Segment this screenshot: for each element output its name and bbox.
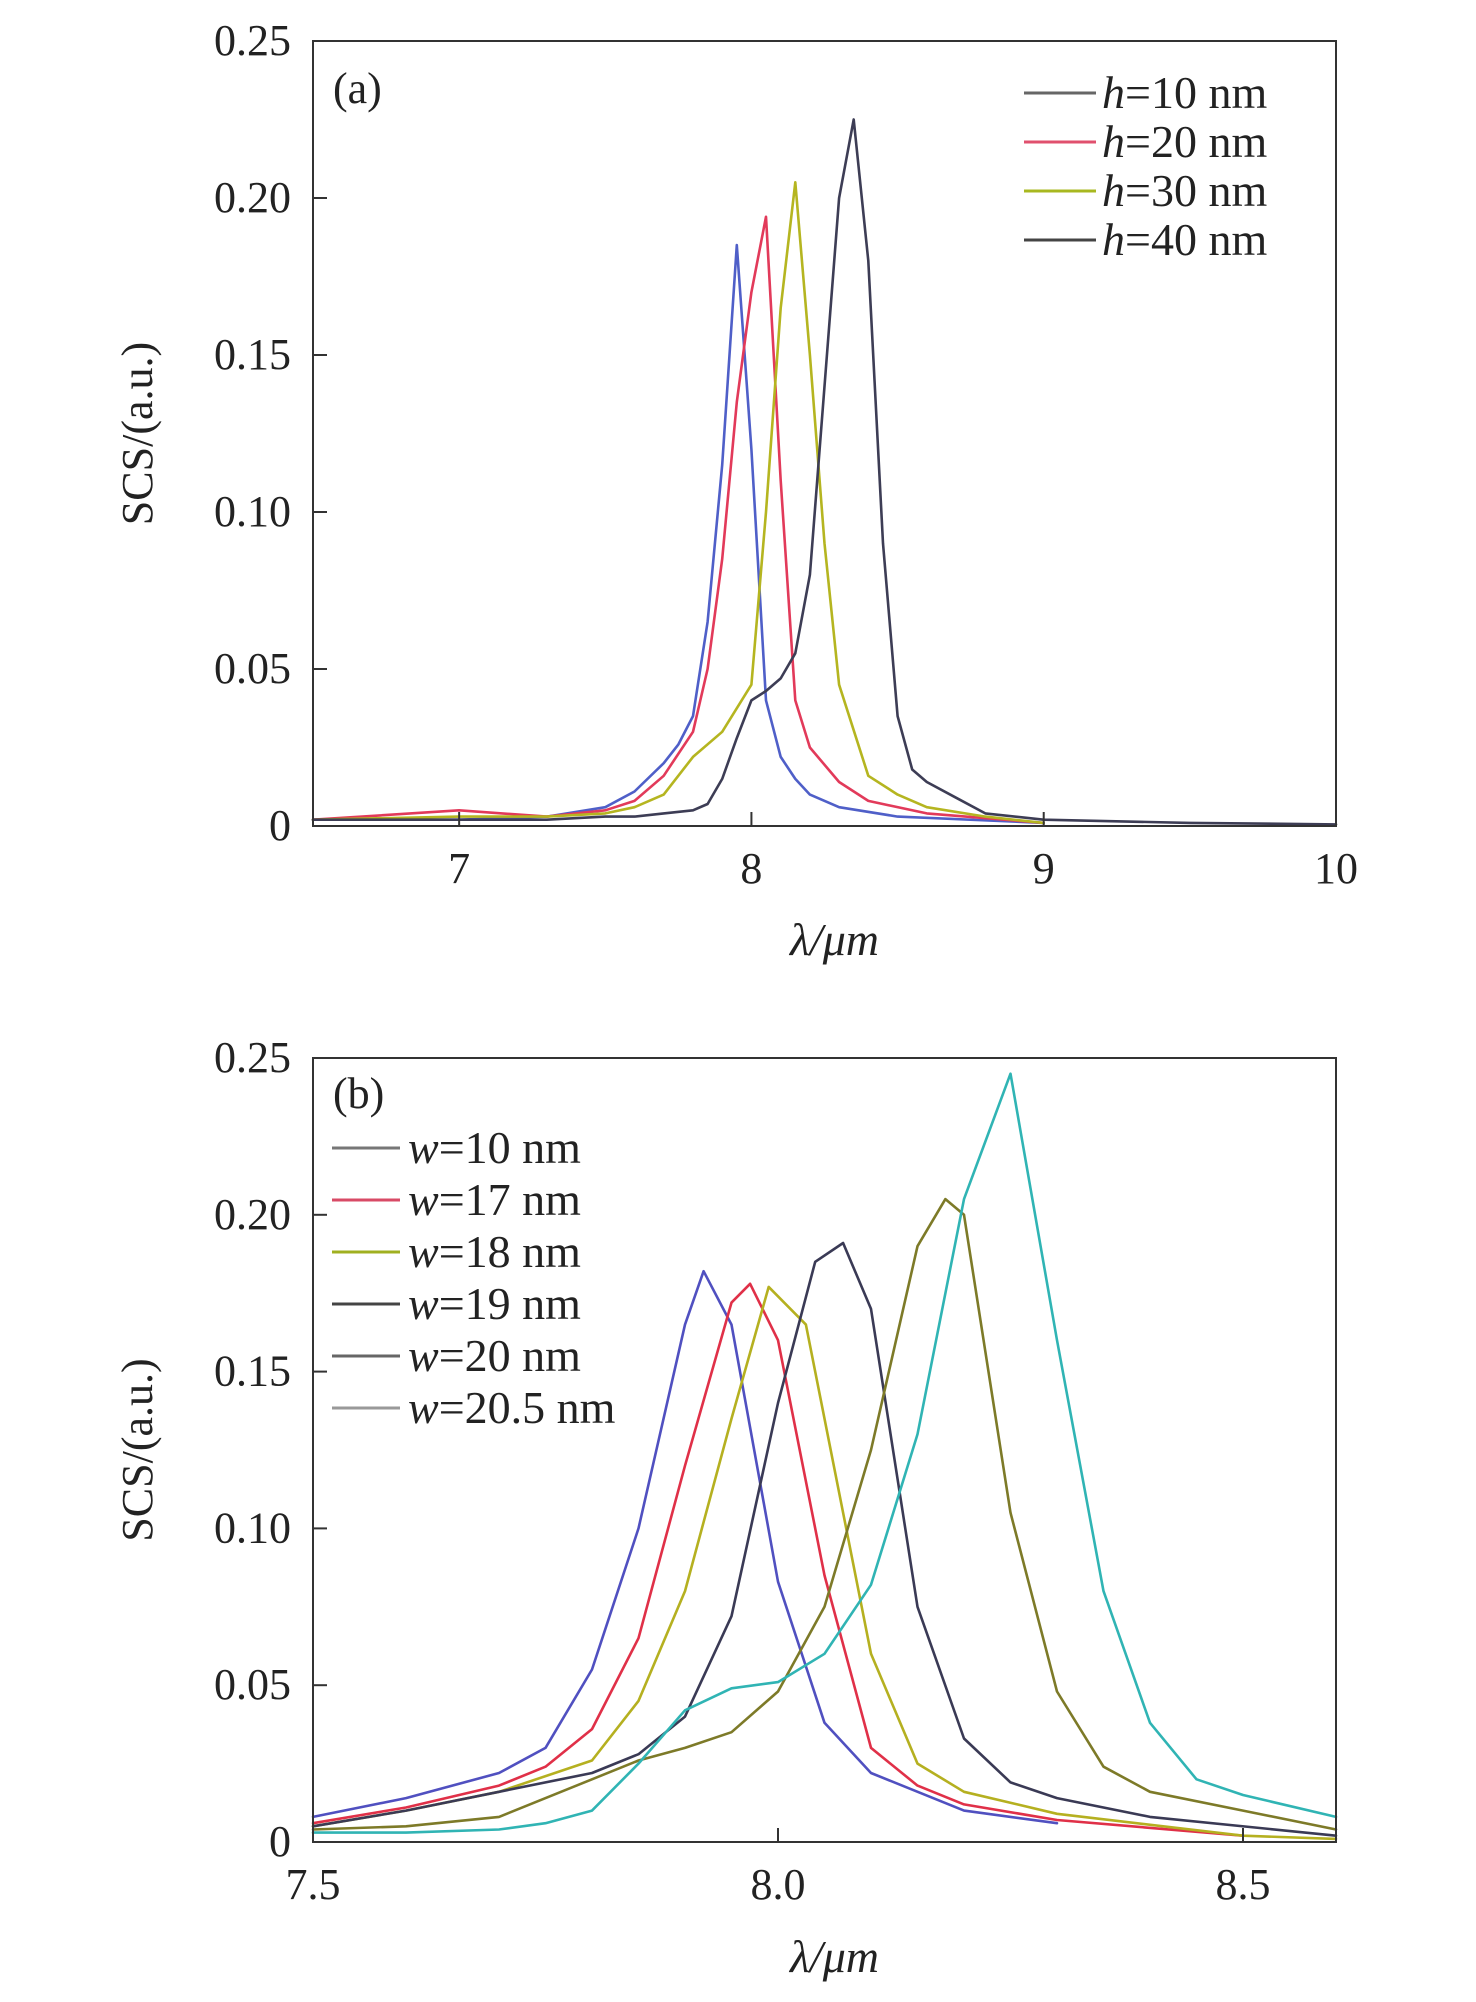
legend-variable: w: [408, 1382, 439, 1433]
y-tick-label: 0.25: [214, 16, 291, 65]
legend-variable: h: [1102, 214, 1125, 265]
legend-variable: h: [1102, 67, 1125, 118]
x-tick-label: 8.5: [1216, 1860, 1271, 1909]
legend-entry-3: w=19 nm: [408, 1278, 581, 1329]
chart-panel-a: 0 0.05 0.10 0.15 0.20 0.25 7 8 9 10 SCS/(a.u.) λ/μm…: [113, 16, 1358, 965]
legend-value: =10 nm: [439, 1122, 581, 1173]
legend-entry-3: h=40 nm: [1102, 214, 1267, 265]
legend: w=10 nmw=17 nmw=18 nmw=19 nmw=20 nmw=20.…: [332, 1122, 616, 1433]
legend-entry-2: w=18 nm: [408, 1226, 581, 1277]
plot-frame: [312, 40, 1337, 827]
legend-variable: w: [408, 1174, 439, 1225]
panel-label: (a): [333, 64, 382, 113]
y-axis-label: SCS/(a.u.): [113, 1358, 162, 1541]
legend-entry-4: w=20 nm: [408, 1330, 581, 1381]
y-tick-label: 0: [269, 801, 291, 850]
legend-entry-5: w=20.5 nm: [408, 1382, 616, 1433]
series-line-w-5: [311, 1072, 1338, 1834]
legend-entry-1: h=20 nm: [1102, 116, 1267, 167]
y-tick-label: 0.10: [214, 487, 291, 536]
series-line-h-2: [311, 181, 1045, 825]
x-axis-label: λ/μm: [788, 914, 879, 965]
legend-variable: w: [408, 1278, 439, 1329]
legend-value: =19 nm: [439, 1278, 581, 1329]
legend-variable: w: [408, 1226, 439, 1277]
legend-value: =18 nm: [439, 1226, 581, 1277]
y-tick-label: 0.15: [214, 1347, 291, 1396]
legend-variable: h: [1102, 116, 1125, 167]
legend-value: =17 nm: [439, 1174, 581, 1225]
legend-entry-2: h=30 nm: [1102, 165, 1267, 216]
legend-entry-0: h=10 nm: [1102, 67, 1267, 118]
x-axis-label: λ/μm: [788, 1931, 879, 1982]
legend-value: =40 nm: [1125, 214, 1267, 265]
y-tick-label: 0.20: [214, 1190, 291, 1239]
series-line-w-4: [311, 1197, 1338, 1831]
legend-value: =20.5 nm: [439, 1382, 616, 1433]
y-tick-label: 0: [269, 1817, 291, 1866]
x-tick-label: 7.5: [286, 1860, 341, 1909]
y-axis-label: SCS/(a.u.): [113, 342, 162, 525]
y-tick-label: 0.25: [214, 1033, 291, 1082]
chart-panel-b: 0 0.05 0.10 0.15 0.20 0.25 7.5 8.0 8.5 SCS/(a.u.)…: [113, 1033, 1338, 1982]
y-tick-label: 0.10: [214, 1503, 291, 1552]
legend-value: =20 nm: [439, 1330, 581, 1381]
legend-value: =30 nm: [1125, 165, 1267, 216]
legend-entry-1: w=17 nm: [408, 1174, 581, 1225]
legend-value: =20 nm: [1125, 116, 1267, 167]
legend-entry-0: w=10 nm: [408, 1122, 581, 1173]
x-tick-label: 10: [1314, 844, 1358, 893]
x-tick-label: 7: [448, 844, 470, 893]
y-tick-label: 0.15: [214, 330, 291, 379]
legend-variable: h: [1102, 165, 1125, 216]
y-tick-label: 0.20: [214, 173, 291, 222]
y-tick-label: 0.05: [214, 644, 291, 693]
legend-variable: w: [408, 1122, 439, 1173]
x-tick-label: 9: [1033, 844, 1055, 893]
series-line-h-0: [311, 243, 1045, 825]
series-line-w-2: [311, 1285, 1338, 1841]
series-line-w-1: [311, 1282, 1245, 1837]
legend-value: =10 nm: [1125, 67, 1267, 118]
y-tick-label: 0.05: [214, 1660, 291, 1709]
series-line-h-3: [311, 118, 1338, 826]
x-tick-label: 8: [740, 844, 762, 893]
legend: h=10 nmh=20 nmh=30 nmh=40 nm: [1024, 67, 1267, 265]
series-line-h-1: [311, 215, 1045, 825]
panel-label: (b): [333, 1069, 384, 1118]
legend-variable: w: [408, 1330, 439, 1381]
series-line-w-3: [311, 1241, 1338, 1837]
plot-frame: [312, 1057, 1337, 1843]
x-tick-label: 8.0: [751, 1860, 806, 1909]
series-line-w-0: [311, 1269, 1059, 1825]
